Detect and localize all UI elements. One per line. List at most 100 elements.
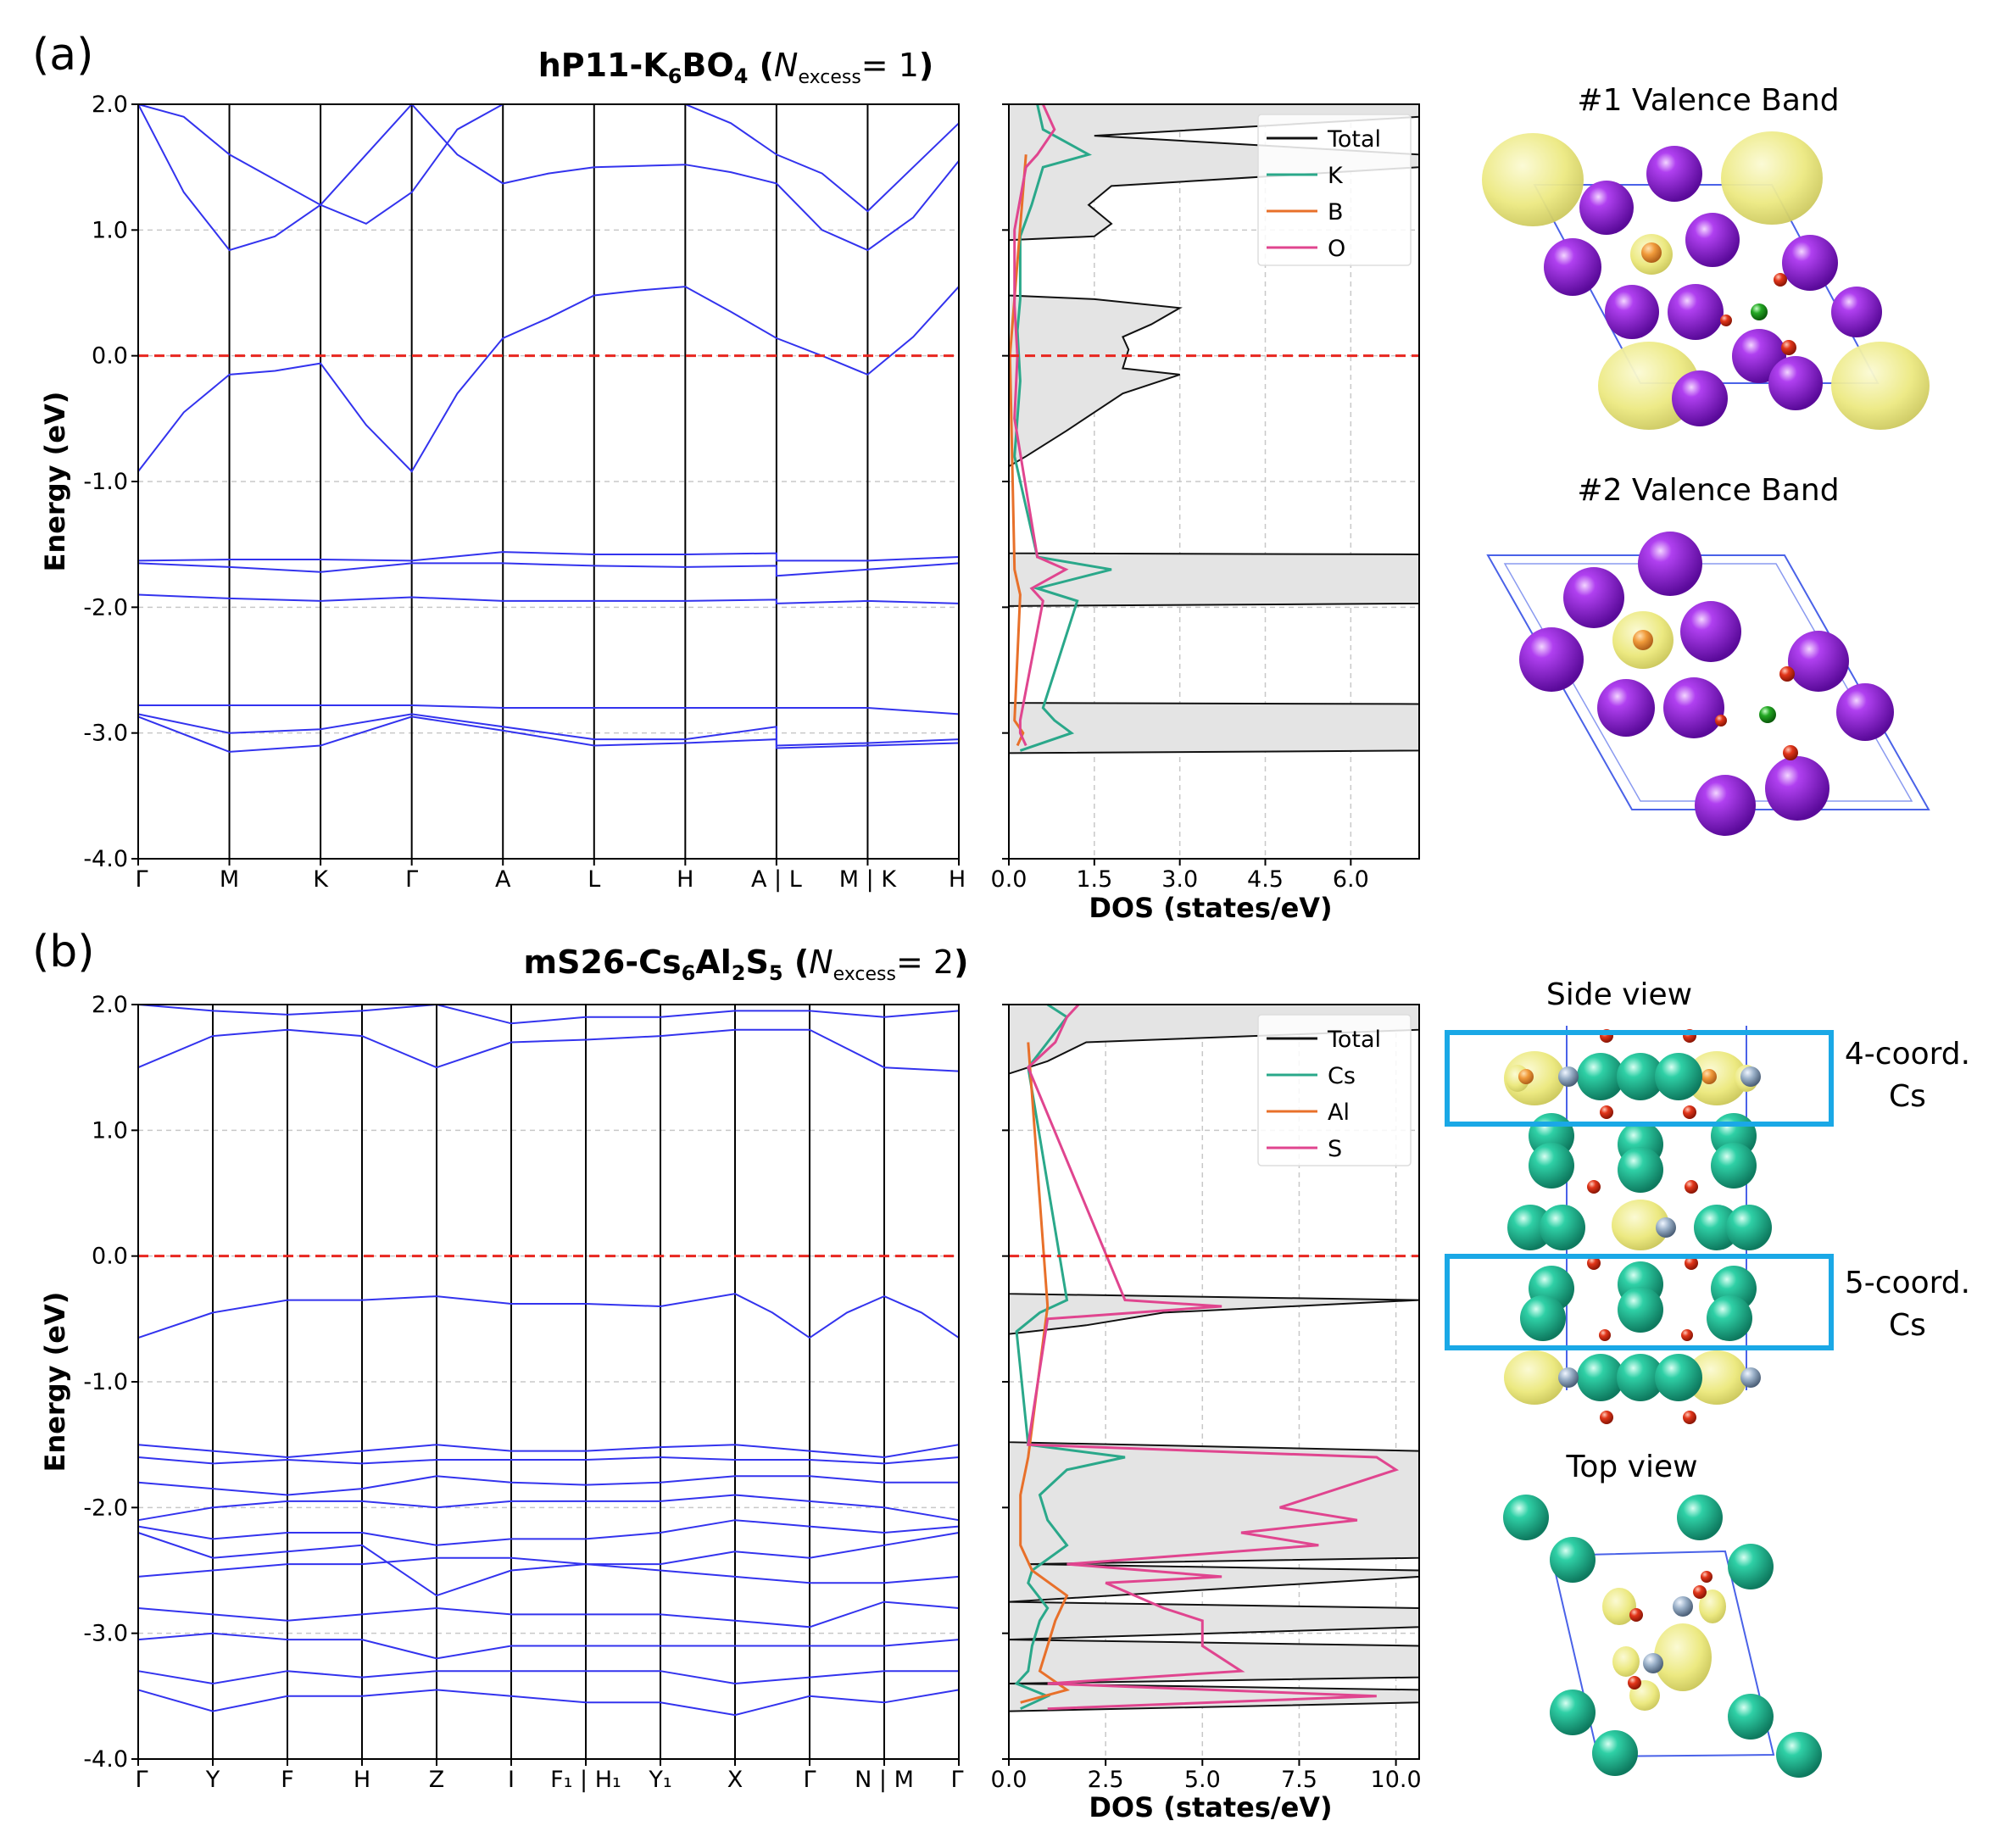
structure-a2-title: #2 Valence Band <box>1577 473 1839 508</box>
legend-label: B <box>1328 199 1344 225</box>
panel-a-title: hP11-K6BO4 (Nexcess= 1) <box>538 47 934 88</box>
band-line <box>137 103 960 225</box>
band-structure-b: -4.0 -3.0 -2.0 -1.0 0.0 1.0 2.0 Γ Y F H Z I F₁ | H₁ Y₁… <box>83 992 963 1793</box>
y-tick-label: 1.0 <box>92 217 128 243</box>
legend-box <box>1257 114 1412 266</box>
band-structure-a: -4.0 -3.0 -2.0 -1.0 0.0 1.0 2.0 Γ M K Γ A L H A | L M |… <box>83 92 966 893</box>
panel-b-dos-xlabel: DOS (states/eV) <box>1089 1791 1332 1823</box>
band-line <box>137 1028 960 1072</box>
y-tick-label: -3.0 <box>83 721 128 747</box>
k-point-label: Z <box>429 1767 445 1793</box>
k-point-label: M <box>220 866 239 893</box>
dos-line-Cs <box>1014 1003 1126 1711</box>
dos-line-Total <box>1008 104 1420 754</box>
label-4coord-line2: Cs <box>1889 1079 1926 1114</box>
k-point-label: Γ <box>405 866 418 893</box>
k-point-label: A | L <box>751 866 802 893</box>
panel-a-dos-xlabel: DOS (states/eV) <box>1089 892 1332 924</box>
band-line <box>137 1601 960 1628</box>
band-line <box>138 704 960 715</box>
k-point-label: Γ <box>135 866 148 893</box>
band-line <box>137 1003 960 1025</box>
k-point-label: A <box>495 866 511 893</box>
k-point-label: H <box>677 866 693 893</box>
y-tick-label: 2.0 <box>92 992 128 1018</box>
legend-label: Cs <box>1328 1063 1356 1089</box>
y-tick-label: -4.0 <box>83 846 128 872</box>
dos-total-fill <box>1009 1005 1419 1712</box>
y-tick-label: -4.0 <box>83 1746 128 1773</box>
label-4coord-line1: 4-coord. <box>1845 1037 1970 1072</box>
y-tick-label: 0.0 <box>92 1244 128 1270</box>
structure-a2-image <box>1486 532 1930 836</box>
y-tick-label: -1.0 <box>83 469 128 495</box>
x-tick-label: 6.0 <box>1333 866 1369 893</box>
highlight-box-5coord <box>1445 1254 1834 1350</box>
k-point-label: Γ <box>950 1767 963 1793</box>
x-tick-label: 5.0 <box>1184 1767 1221 1793</box>
k-point-label: X <box>727 1767 743 1793</box>
x-tick-label: 7.5 <box>1281 1767 1317 1793</box>
legend-label: Total <box>1327 126 1381 153</box>
x-tick-label: 3.0 <box>1161 866 1198 893</box>
y-tick-label: 0.0 <box>92 343 128 370</box>
band-line <box>137 715 960 753</box>
k-point-label: H <box>949 866 966 893</box>
legend-label: S <box>1328 1136 1342 1162</box>
dos-b: 0.0 2.5 5.0 7.5 10.0 Total Cs Al S <box>991 1003 1422 1793</box>
dos-line-K <box>1013 103 1112 752</box>
k-point-label: N | M <box>855 1767 914 1793</box>
band-line <box>137 1293 960 1339</box>
highlight-box-4coord <box>1445 1030 1834 1127</box>
panel-a-label: (a) <box>32 30 93 81</box>
dos-line-Al <box>1019 1042 1071 1704</box>
k-point-label: F₁ | H₁ <box>550 1767 621 1793</box>
structure-a1-title: #1 Valence Band <box>1577 83 1839 118</box>
k-point-label: M | K <box>839 866 898 893</box>
band-line <box>137 1689 960 1717</box>
band-line <box>137 562 960 577</box>
panel-a-ylabel: Energy (eV) <box>39 392 71 572</box>
band-line <box>137 1670 959 1685</box>
k-point-label: L <box>588 866 600 893</box>
band-line <box>137 103 960 252</box>
k-point-label: H <box>354 1767 370 1793</box>
legend-label: Al <box>1328 1099 1350 1126</box>
structure-b-top-title: Top view <box>1565 1450 1697 1484</box>
x-tick-label: 1.5 <box>1076 866 1112 893</box>
panel-b-label: (b) <box>32 927 95 977</box>
k-point-label: F <box>281 1767 294 1793</box>
k-point-label: I <box>508 1767 515 1793</box>
band-line <box>137 1519 960 1546</box>
k-point-label: Γ <box>803 1767 816 1793</box>
band-line <box>137 593 960 604</box>
structure-b-side-title: Side view <box>1546 977 1692 1012</box>
structure-b-side-image <box>1504 1026 1772 1424</box>
panel-b-ylabel: Energy (eV) <box>39 1292 71 1472</box>
x-tick-label: 2.5 <box>1088 1767 1124 1793</box>
band-line <box>137 1556 960 1584</box>
x-tick-label: 0.0 <box>991 866 1027 893</box>
x-tick-label: 0.0 <box>991 1767 1027 1793</box>
legend-label: Total <box>1327 1027 1381 1053</box>
legend-box <box>1257 1014 1412 1166</box>
band-line <box>137 551 960 562</box>
k-point-label: Γ <box>135 1767 148 1793</box>
structure-b-top-image <box>1503 1495 1822 1778</box>
dos-line-S <box>1027 1003 1400 1711</box>
panel-b-title: mS26-Cs6Al2S5 (Nexcess= 2) <box>524 944 969 985</box>
dos-a: 0.0 1.5 3.0 4.5 6.0 Total KBO <box>991 103 1420 893</box>
band-line <box>137 1494 960 1522</box>
k-point-label: Y₁ <box>648 1767 671 1793</box>
label-5coord-line1: 5-coord. <box>1845 1266 1970 1300</box>
y-tick-label: -3.0 <box>83 1621 128 1647</box>
structure-a1-image <box>1482 131 1930 430</box>
k-point-label: K <box>313 866 329 893</box>
band-line <box>137 1475 959 1496</box>
y-tick-label: -2.0 <box>83 594 128 621</box>
label-5coord-line2: Cs <box>1889 1308 1926 1343</box>
legend-label: K <box>1328 163 1344 189</box>
band-line <box>137 286 960 473</box>
k-point-label: Y <box>205 1767 220 1793</box>
